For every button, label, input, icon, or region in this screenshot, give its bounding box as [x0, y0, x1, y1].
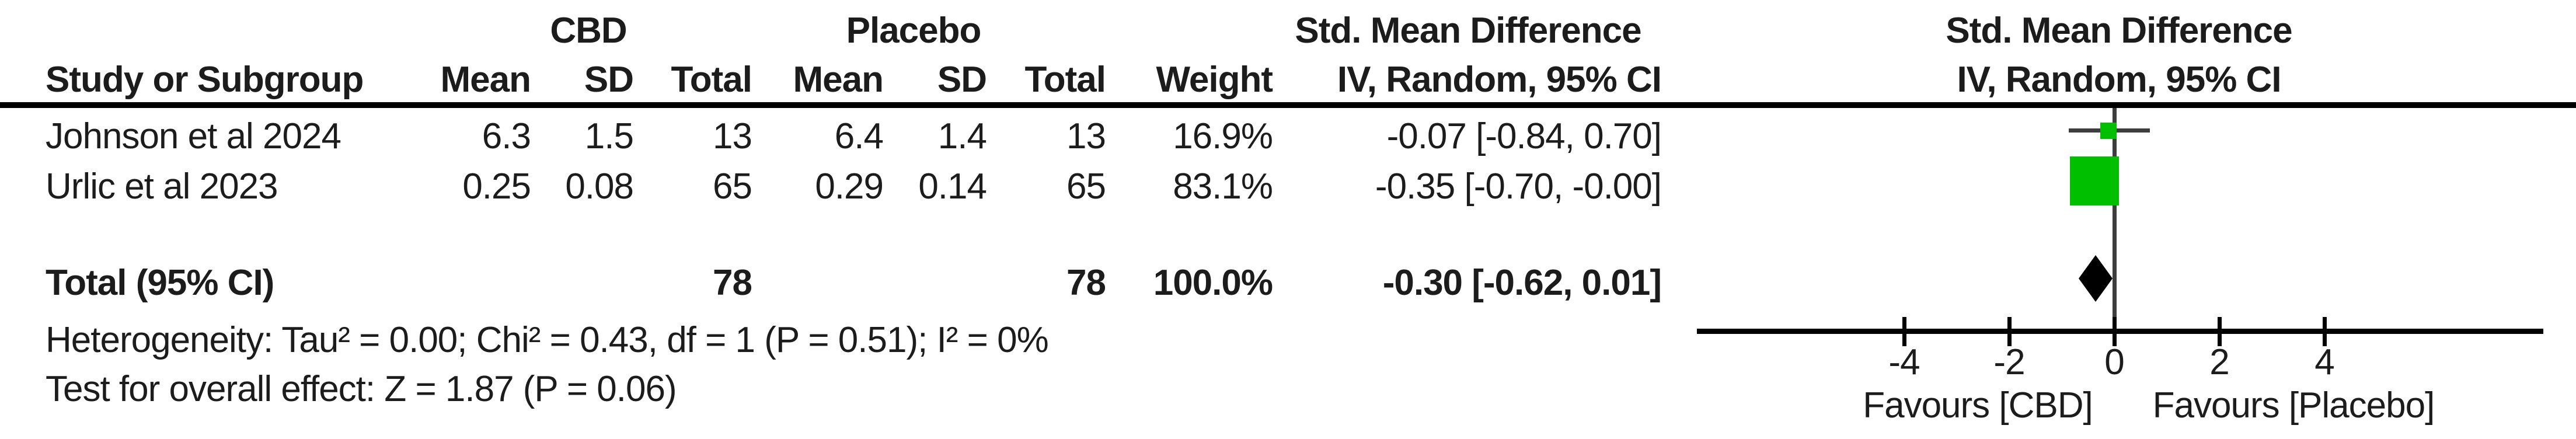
cbd-mean-cell: 0.25 — [462, 166, 531, 207]
pl-sd-cell: 0.14 — [918, 166, 987, 207]
col-header-study: Study or Subgroup — [46, 60, 364, 100]
pooled-diamond — [2079, 255, 2113, 302]
header-rule — [0, 102, 2576, 108]
group-header-placebo: Placebo — [846, 11, 982, 51]
weight-cell: 16.9% — [1173, 116, 1273, 156]
x-tick-label: 4 — [2314, 342, 2334, 382]
zero-line — [2113, 108, 2117, 331]
x-axis-tick — [1902, 317, 1906, 346]
weight-square-johnson — [2100, 123, 2117, 139]
col-header-pl-total: Total — [1024, 60, 1107, 100]
pl-sd-cell: 1.4 — [937, 116, 987, 156]
group-header-smd: Std. Mean Difference — [1295, 11, 1641, 51]
group-header-cbd: CBD — [550, 11, 627, 51]
pl-mean-cell: 0.29 — [815, 166, 884, 207]
col-header-cbd-mean: Mean — [440, 60, 531, 100]
cbd-sd-cell: 1.5 — [584, 116, 634, 156]
x-axis-line — [1697, 329, 2543, 334]
cbd-total-cell: 65 — [713, 166, 752, 207]
x-tick-label: 2 — [2209, 342, 2229, 382]
x-axis-tick — [2113, 317, 2117, 346]
cbd-total-cell: 13 — [713, 116, 752, 156]
weight-square-urlic — [2070, 156, 2119, 205]
overall-effect-text: Test for overall effect: Z = 1.87 (P = 0… — [46, 369, 677, 409]
plot-header-smd: Std. Mean Difference — [1946, 11, 2292, 51]
col-header-iv: IV, Random, 95% CI — [1337, 60, 1662, 100]
total-ci: -0.30 [-0.62, 0.01] — [1382, 263, 1662, 303]
col-header-cbd-sd: SD — [584, 60, 634, 100]
favours-left-label: Favours [CBD] — [1863, 385, 2093, 426]
plot-header-iv: IV, Random, 95% CI — [1957, 60, 2281, 100]
col-header-weight: Weight — [1156, 60, 1274, 100]
col-header-cbd-total: Total — [671, 60, 753, 100]
pl-mean-cell: 6.4 — [834, 116, 884, 156]
col-header-pl-mean: Mean — [793, 60, 884, 100]
heterogeneity-text: Heterogeneity: Tau² = 0.00; Chi² = 0.43,… — [46, 320, 1049, 360]
cbd-mean-cell: 6.3 — [482, 116, 531, 156]
x-axis-tick — [2218, 317, 2222, 346]
total-pl-total: 78 — [1066, 263, 1106, 303]
study-name: Johnson et al 2024 — [46, 116, 341, 156]
weight-cell: 83.1% — [1173, 166, 1273, 207]
pl-total-cell: 65 — [1066, 166, 1106, 207]
ci-cell: -0.35 [-0.70, -0.00] — [1375, 166, 1662, 207]
x-tick-label: 0 — [2104, 342, 2124, 382]
total-weight: 100.0% — [1153, 263, 1273, 303]
x-axis-tick — [2323, 317, 2327, 346]
x-axis-tick — [2007, 317, 2012, 346]
total-label: Total (95% CI) — [46, 263, 274, 303]
favours-right-label: Favours [Placebo] — [2152, 385, 2435, 426]
ci-cell: -0.07 [-0.84, 0.70] — [1386, 116, 1662, 156]
study-name: Urlic et al 2023 — [46, 166, 278, 207]
cbd-sd-cell: 0.08 — [565, 166, 634, 207]
col-header-pl-sd: SD — [937, 60, 987, 100]
x-tick-label: -4 — [1888, 342, 1920, 382]
x-tick-label: -2 — [1993, 342, 2025, 382]
total-cbd-total: 78 — [713, 263, 752, 303]
pl-total-cell: 13 — [1066, 116, 1106, 156]
